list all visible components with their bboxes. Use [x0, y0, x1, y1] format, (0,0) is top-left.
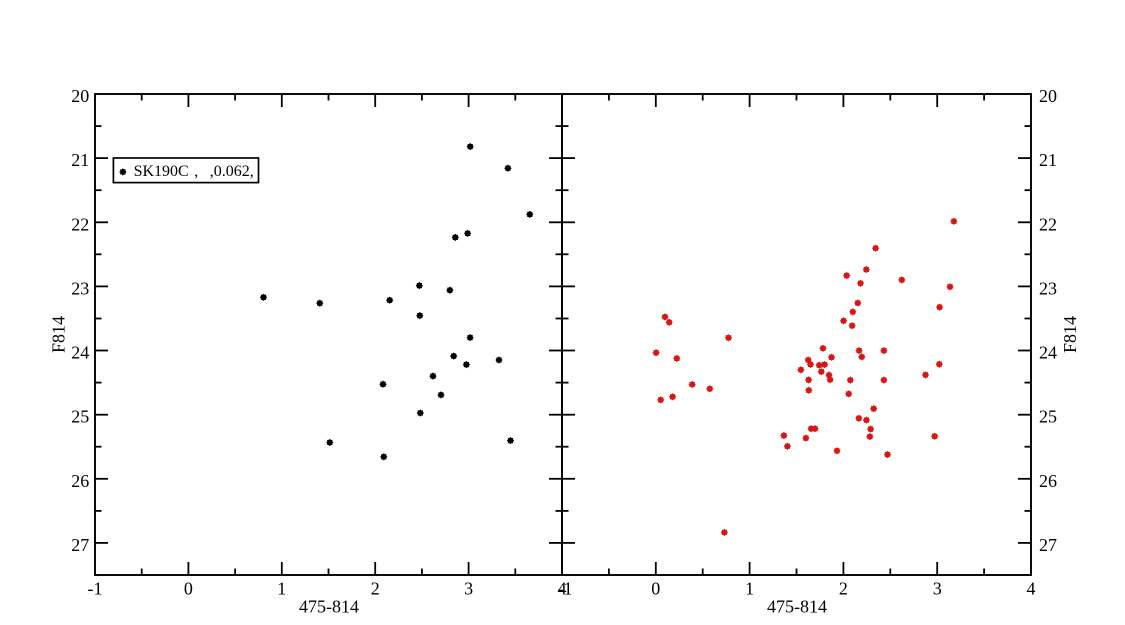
svg-text:SK190C: SK190C: [134, 163, 189, 180]
svg-text:22: 22: [71, 214, 89, 234]
svg-text:2: 2: [839, 579, 848, 599]
svg-text:3: 3: [464, 579, 473, 599]
svg-text:F814: F814: [1060, 316, 1080, 353]
svg-text:27: 27: [1039, 535, 1057, 555]
svg-text:4: 4: [1027, 579, 1036, 599]
svg-text:24: 24: [1039, 343, 1057, 363]
svg-text:21: 21: [71, 150, 89, 170]
svg-text:0: 0: [184, 579, 193, 599]
svg-text:-1: -1: [558, 579, 573, 599]
svg-text:23: 23: [71, 278, 89, 298]
svg-text:1: 1: [745, 579, 754, 599]
svg-text:3: 3: [933, 579, 942, 599]
svg-text:20: 20: [1039, 86, 1057, 106]
svg-text:23: 23: [1039, 278, 1057, 298]
svg-text:475-814: 475-814: [299, 597, 359, 617]
svg-text:-1: -1: [88, 579, 103, 599]
svg-text:0: 0: [651, 579, 660, 599]
svg-text:,: ,: [194, 163, 198, 180]
svg-text:21: 21: [1039, 150, 1057, 170]
svg-text:F814: F814: [49, 316, 69, 353]
svg-text:2: 2: [371, 579, 380, 599]
svg-text:26: 26: [71, 471, 89, 491]
svg-text:20: 20: [71, 86, 89, 106]
svg-text:,: ,: [210, 163, 214, 180]
svg-text:475-814: 475-814: [767, 597, 827, 617]
svg-text:4: 4: [558, 579, 567, 599]
svg-text:25: 25: [71, 407, 89, 427]
svg-text:25: 25: [1039, 407, 1057, 427]
svg-text:1: 1: [277, 579, 286, 599]
svg-text:26: 26: [1039, 471, 1057, 491]
svg-text:24: 24: [71, 343, 89, 363]
svg-text:22: 22: [1039, 214, 1057, 234]
svg-text:0.062,: 0.062,: [214, 163, 254, 180]
svg-text:27: 27: [71, 535, 89, 555]
